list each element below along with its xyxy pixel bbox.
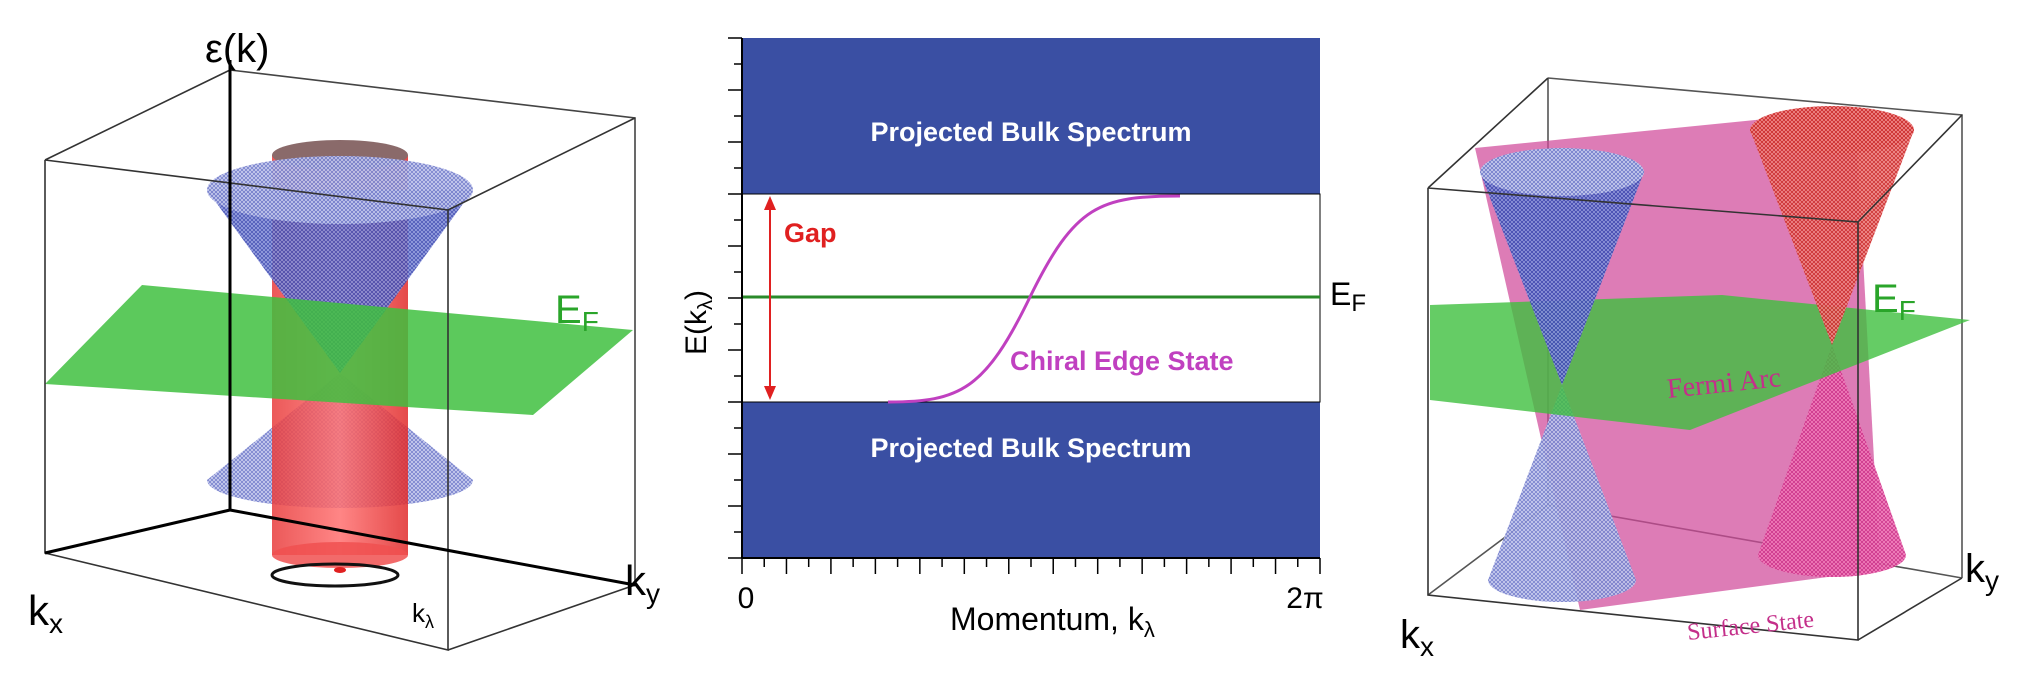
right-ky-label: ky <box>1965 547 1999 596</box>
left-klambda-loop <box>270 562 400 588</box>
left-axis-kx <box>44 508 231 555</box>
left-klambda-label: kλ <box>412 598 434 632</box>
left-upper-cone <box>207 190 473 373</box>
left-panel: ε(k) kx ky EF kλ <box>28 27 660 652</box>
left-ky-label: ky <box>625 557 660 609</box>
left-upper-cone-rim <box>207 156 473 224</box>
gap-label: Gap <box>784 218 837 248</box>
gap-arrow-head-top <box>764 196 776 210</box>
right-fermi-label: EF <box>1872 277 1916 326</box>
left-fermi-label: EF <box>555 288 599 337</box>
left-cylinder-bottom <box>272 542 408 568</box>
bulk-top-label: Projected Bulk Spectrum <box>870 117 1191 147</box>
right-upper-cone-red <box>1750 130 1914 345</box>
left-energy-label: ε(k) <box>205 27 269 71</box>
gap-arrow-head-bottom <box>764 386 776 400</box>
right-box-front <box>1427 77 1963 641</box>
middle-fermi-label: EF <box>1330 276 1366 317</box>
right-upper-cone-red-rim <box>1750 106 1914 154</box>
middle-x-label: Momentum, kλ <box>950 601 1155 642</box>
bulk-bottom-label: Projected Bulk Spectrum <box>870 433 1191 463</box>
bulk-band-top <box>742 38 1320 194</box>
left-box-front <box>44 69 636 652</box>
right-upper-cone-blue-rim <box>1480 148 1644 196</box>
middle-y-ticks <box>728 37 742 559</box>
right-lower-cone-pink <box>1758 345 1906 577</box>
x-tick-end-label: 2π <box>1286 582 1323 615</box>
right-panel: EF Fermi Arc Surface State kx ky <box>1400 77 1999 662</box>
left-klambda-dot <box>334 567 346 573</box>
chiral-edge-label: Chiral Edge State <box>1010 346 1234 376</box>
left-fermi-plane <box>45 285 633 415</box>
middle-panel: Projected Bulk Spectrum Projected Bulk S… <box>680 37 1366 642</box>
right-kx-label: kx <box>1400 613 1434 662</box>
right-upper-cone-blue <box>1480 172 1644 385</box>
surface-state-label: Surface State <box>1686 607 1815 646</box>
middle-y-label: E(kλ) <box>680 290 717 355</box>
chiral-edge-state-curve <box>887 194 1181 404</box>
x-tick-start-label: 0 <box>738 582 755 615</box>
bulk-band-bottom <box>742 402 1320 558</box>
middle-x-ticks <box>741 558 1321 574</box>
right-lower-cone-blue <box>1488 385 1636 602</box>
left-axis-ky <box>229 508 636 587</box>
left-kx-label: kx <box>28 587 63 639</box>
